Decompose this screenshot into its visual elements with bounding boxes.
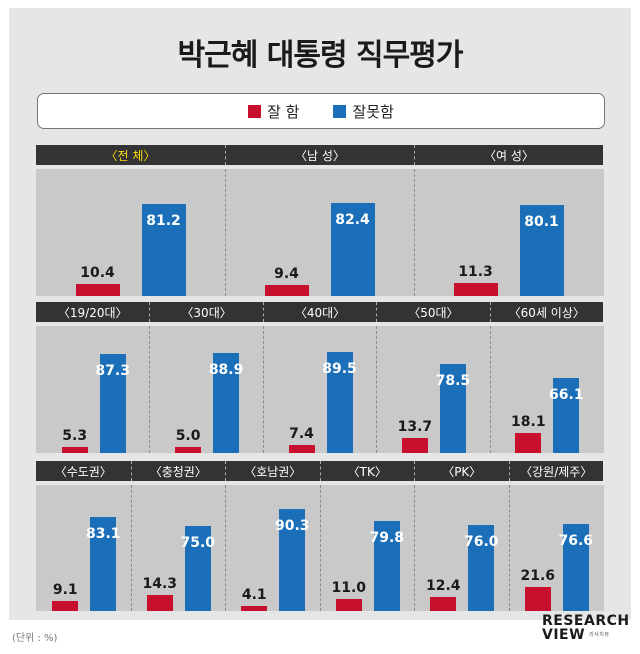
group-header: 〈남 성〉 bbox=[225, 145, 414, 165]
value-label-bad: 88.9 bbox=[208, 361, 244, 378]
group-panel bbox=[36, 326, 150, 453]
value-label-good: 13.7 bbox=[397, 418, 433, 435]
value-label-bad: 78.5 bbox=[435, 373, 471, 390]
bar-good bbox=[264, 285, 309, 296]
value-label-bad: 89.5 bbox=[322, 360, 357, 377]
group-header: 〈PK〉 bbox=[414, 461, 509, 481]
value-label-good: 7.4 bbox=[289, 425, 314, 442]
bar-bad bbox=[468, 525, 495, 611]
bar-bad bbox=[99, 354, 126, 453]
value-label-good: 18.1 bbox=[511, 413, 546, 430]
bar-good bbox=[75, 284, 120, 296]
group-header: 〈50대〉 bbox=[376, 302, 490, 322]
bar-bad bbox=[439, 364, 466, 453]
value-label-good: 21.6 bbox=[520, 567, 556, 584]
value-label-good: 9.4 bbox=[274, 266, 299, 283]
legend: 잘 함 잘못함 bbox=[37, 93, 605, 129]
value-label-good: 4.1 bbox=[241, 587, 267, 604]
logo-line2: VIEW bbox=[542, 627, 586, 643]
bar-bad bbox=[184, 526, 211, 611]
group-panel bbox=[149, 326, 264, 453]
bar-good bbox=[430, 596, 457, 611]
group-panel bbox=[225, 169, 415, 296]
bar-good bbox=[335, 598, 362, 611]
value-label-bad: 75.0 bbox=[180, 535, 216, 552]
value-label-bad: 66.1 bbox=[549, 387, 584, 404]
value-label-good: 9.1 bbox=[52, 581, 78, 598]
value-label-bad: 87.3 bbox=[95, 363, 130, 380]
bar-bad bbox=[326, 351, 353, 453]
group-header: 〈40대〉 bbox=[262, 302, 377, 322]
value-label-bad: 76.6 bbox=[558, 533, 594, 550]
group-header: 〈전 체〉 bbox=[36, 145, 225, 165]
value-label-bad: 83.1 bbox=[85, 526, 121, 543]
bar-bad bbox=[519, 205, 564, 296]
group-header: 〈60세 이상〉 bbox=[489, 302, 603, 322]
value-label-bad: 76.0 bbox=[463, 534, 499, 551]
group-panel bbox=[489, 326, 604, 453]
group-header: 〈19/20대〉 bbox=[36, 302, 150, 322]
value-label-good: 5.3 bbox=[62, 428, 88, 444]
value-label-bad: 90.3 bbox=[274, 517, 310, 534]
value-label-good: 11.3 bbox=[458, 264, 493, 281]
legend-item-good: 잘 함 bbox=[248, 101, 299, 122]
bar-good bbox=[401, 437, 428, 453]
group-panel bbox=[376, 326, 491, 453]
value-label-bad: 81.2 bbox=[146, 213, 181, 230]
bar-good bbox=[61, 447, 88, 453]
legend-label-good: 잘 함 bbox=[267, 102, 300, 121]
group-header: 〈TK〉 bbox=[319, 461, 414, 481]
value-label-bad: 79.8 bbox=[369, 529, 405, 546]
bar-good bbox=[524, 586, 551, 611]
value-label-good: 10.4 bbox=[80, 265, 115, 282]
bar-bad bbox=[373, 520, 400, 611]
group-panel bbox=[262, 326, 378, 453]
group-header: 〈충청권〉 bbox=[130, 461, 225, 481]
bar-bad bbox=[553, 378, 580, 453]
bar-bad bbox=[90, 517, 117, 611]
bar-good bbox=[515, 432, 542, 453]
bar-good bbox=[453, 283, 498, 296]
bar-bad bbox=[279, 508, 306, 611]
group-header: 〈호남권〉 bbox=[225, 461, 320, 481]
logo-tagline: 리서치뷰 bbox=[589, 632, 610, 638]
group-header: 〈수도권〉 bbox=[36, 461, 131, 481]
value-label-good: 11.0 bbox=[331, 579, 367, 596]
bar-bad bbox=[141, 204, 186, 296]
legend-swatch-good bbox=[248, 104, 262, 118]
chart-title: 박근혜 대통령 직무평가 bbox=[177, 38, 464, 73]
logo-line1: RESEARCH bbox=[542, 613, 630, 629]
value-label-good: 14.3 bbox=[142, 575, 178, 592]
value-label-bad: 82.4 bbox=[335, 211, 370, 228]
group-panel bbox=[36, 169, 225, 296]
group-header: 〈강원/제주〉 bbox=[508, 461, 603, 481]
bar-bad bbox=[562, 524, 589, 611]
value-label-good: 5.0 bbox=[175, 428, 201, 445]
legend-label-bad: 잘못함 bbox=[352, 102, 394, 121]
research-view-logo: RESEARCH VIEW 리서치뷰 bbox=[542, 614, 632, 642]
bar-good bbox=[146, 594, 173, 611]
bar-good bbox=[241, 606, 268, 611]
value-label-bad: 80.1 bbox=[524, 214, 559, 231]
unit-note: (단위 : %) bbox=[12, 633, 58, 644]
value-label-good: 12.4 bbox=[425, 577, 461, 594]
bar-good bbox=[175, 447, 202, 453]
bar-good bbox=[288, 444, 315, 453]
bar-bad bbox=[213, 352, 240, 453]
group-header: 〈30대〉 bbox=[149, 302, 263, 322]
bar-bad bbox=[330, 202, 375, 296]
group-panel bbox=[414, 169, 604, 296]
legend-item-bad: 잘못함 bbox=[333, 101, 394, 122]
group-header: 〈여 성〉 bbox=[414, 145, 603, 165]
legend-swatch-bad bbox=[333, 104, 347, 118]
bar-good bbox=[52, 600, 79, 611]
